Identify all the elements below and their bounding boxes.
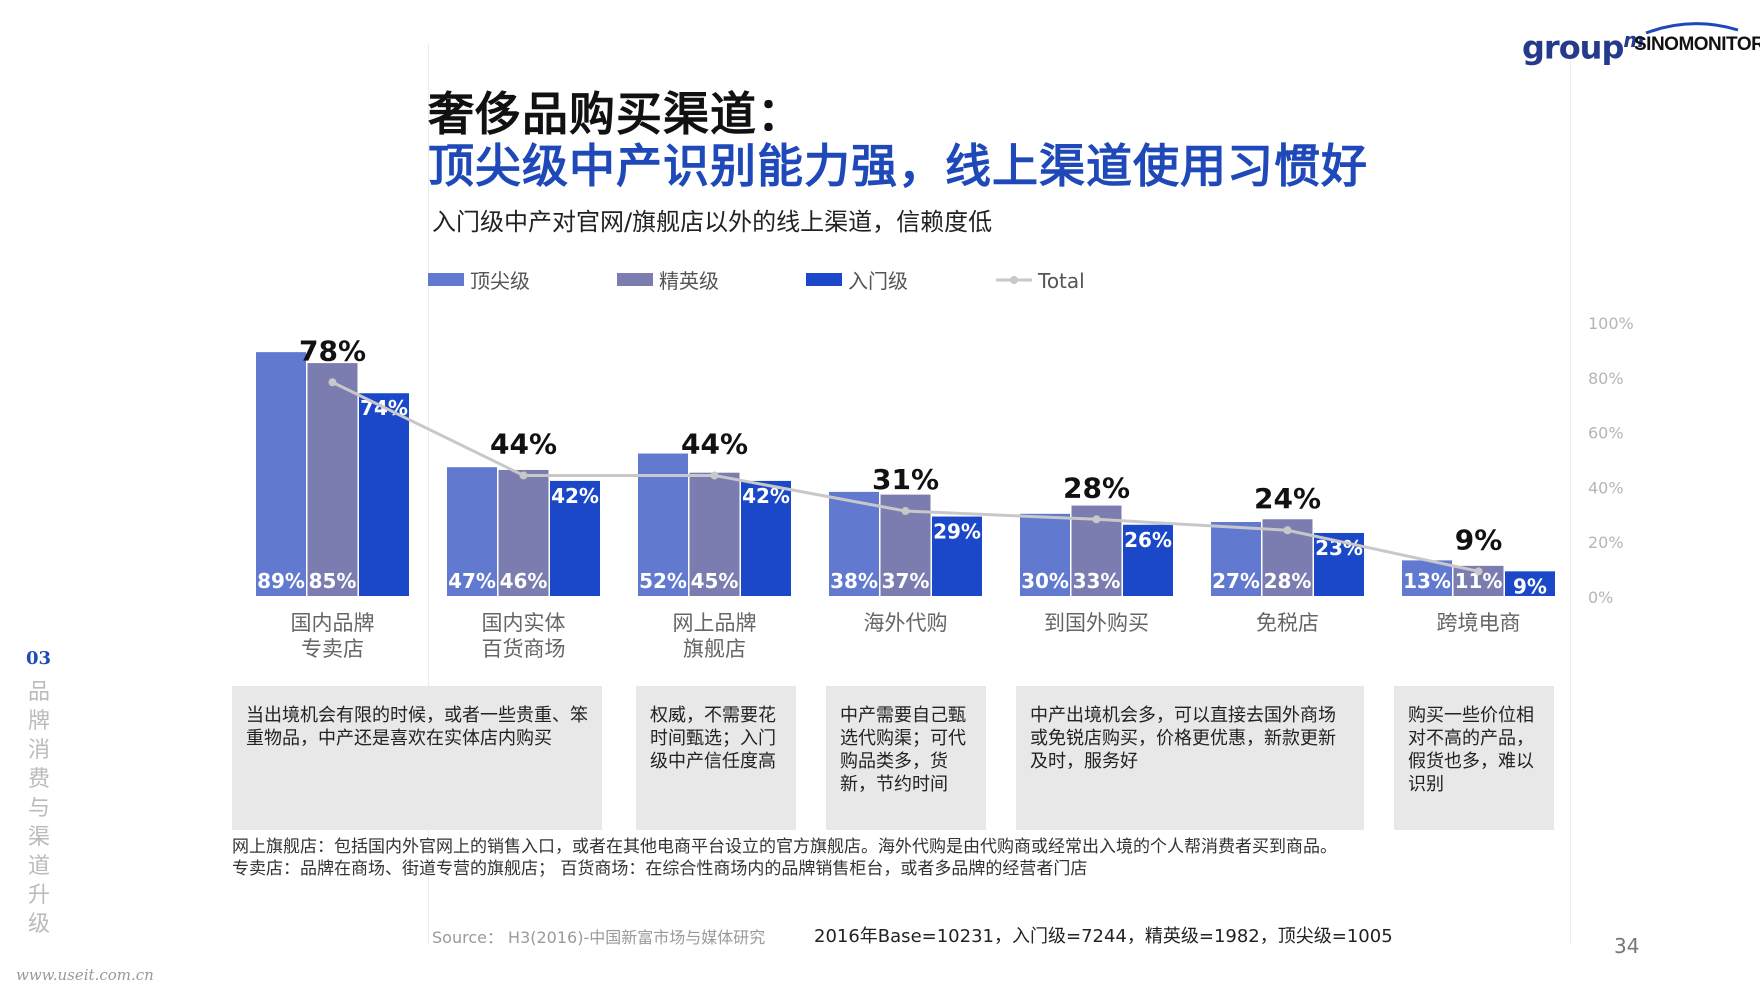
legend-label: 顶尖级 (470, 269, 530, 293)
sinomonitor-logo: SINOMONITOR (1634, 34, 1760, 55)
legend-swatch (428, 273, 464, 286)
total-value-label: 78% (299, 334, 366, 367)
channel-bar-chart: 89% 85%74%47% 46%42%52% 45%42%38% 37%29%30% 3… (256, 269, 1634, 661)
total-value-label: 24% (1254, 482, 1321, 515)
category-label: 网上品牌旗舰店 (673, 611, 757, 661)
bar (689, 472, 740, 596)
legend-swatch (617, 273, 653, 286)
bar-value-label: 9% (1513, 574, 1547, 598)
y-tick-label: 100% (1588, 314, 1634, 333)
legend-label: 精英级 (659, 269, 719, 293)
watermark: www.useit.com.cn (16, 966, 154, 984)
bar (359, 393, 409, 596)
bar (741, 480, 791, 596)
y-tick-label: 0% (1588, 588, 1613, 607)
category-label: 到国外购买 (1044, 611, 1149, 635)
total-point (1283, 526, 1292, 535)
source-note: Source： H3(2016)-中国新富市场与媒体研究 (432, 928, 766, 947)
category-label: 国内品牌专卖店 (291, 611, 375, 661)
bar-value-label: 26% (1124, 528, 1172, 552)
total-point (1092, 515, 1101, 524)
page-number: 34 (1614, 934, 1640, 958)
y-tick-label: 40% (1588, 478, 1624, 497)
bar-value-label: 46% (500, 569, 548, 593)
bar-value-label: 33% (1073, 569, 1121, 593)
bar-value-label: 13% (1403, 569, 1451, 593)
bar-value-label: 42% (551, 484, 599, 508)
bar (498, 469, 549, 596)
y-tick-label: 80% (1588, 369, 1624, 388)
bar-value-label: 38% (830, 569, 878, 593)
bar-value-label: 23% (1315, 536, 1363, 560)
legend-marker (1010, 276, 1018, 284)
bar (447, 467, 497, 596)
bar (256, 352, 306, 596)
total-point (1474, 567, 1483, 576)
explanation-box: 权威，不需要花时间甄选；入门级中产信任度高 (636, 686, 796, 830)
bar (550, 480, 600, 596)
bar-value-label: 30% (1021, 569, 1069, 593)
bar-value-label: 28% (1264, 569, 1312, 593)
legend-label: 入门级 (848, 269, 908, 293)
bar-value-label: 27% (1212, 569, 1260, 593)
sinomonitor-arc-icon (1645, 22, 1739, 34)
explanation-box: 中产出境机会多，可以直接去国外商场或免锐店购买，价格更优惠，新款更新及时，服务好 (1016, 686, 1364, 830)
legend-label: Total (1037, 269, 1085, 293)
bar-value-label: 29% (933, 520, 981, 544)
total-point (519, 471, 528, 480)
total-value-label: 44% (681, 427, 748, 460)
y-tick-label: 20% (1588, 533, 1624, 552)
bar (1123, 524, 1173, 596)
section-number: 03 (26, 648, 52, 669)
groupm-logo: groupm (1522, 28, 1644, 67)
bar (829, 491, 879, 596)
category-label: 国内实体百货商场 (482, 611, 566, 661)
total-value-label: 31% (872, 463, 939, 496)
y-tick-label: 60% (1588, 424, 1624, 443)
total-point (901, 507, 910, 516)
explanation-box: 中产需要自己甄选代购渠；可代购品类多，货新，节约时间 (826, 686, 986, 830)
page-headline: 顶尖级中产识别能力强，线上渠道使用习惯好 (428, 139, 1368, 193)
section-label: 品牌消费与渠道升级 (28, 680, 51, 937)
definition-note: 网上旗舰店：包括国内外官网上的销售入口，或者在其他电商平台设立的官方旗舰店。海外… (232, 837, 1337, 857)
bar (1020, 513, 1070, 596)
bar-value-label: 45% (691, 569, 739, 593)
page-subtitle: 入门级中产对官网/旗舰店以外的线上渠道，信赖度低 (432, 208, 993, 236)
bar (638, 453, 688, 596)
bar-value-label: 89% (257, 569, 305, 593)
total-value-label: 9% (1455, 523, 1503, 556)
definition-note: 专卖店：品牌在商场、街道专营的旗舰店； 百货商场：在综合性商场内的品牌销售柜台，… (232, 859, 1088, 879)
bar (1211, 522, 1261, 596)
bar (307, 363, 358, 596)
guide-line (428, 44, 429, 944)
bar (1402, 560, 1452, 596)
total-value-label: 28% (1063, 471, 1130, 504)
total-point (710, 471, 719, 480)
legend-swatch (806, 273, 842, 286)
bar (1505, 571, 1555, 596)
guide-line (1570, 44, 1571, 944)
total-value-label: 44% (490, 427, 557, 460)
total-point (328, 378, 337, 387)
bar-value-label: 52% (639, 569, 687, 593)
sample-base: 2016年Base=10231，入门级=7244，精英级=1982，顶尖级=10… (814, 926, 1393, 947)
category-label: 跨境电商 (1437, 611, 1521, 635)
bar (932, 516, 982, 596)
category-label: 海外代购 (864, 611, 948, 635)
bar-value-label: 47% (448, 569, 496, 593)
explanation-box: 当出境机会有限的时候，或者一些贵重、笨重物品，中产还是喜欢在实体店内购买 (232, 686, 602, 830)
bar-value-label: 85% (309, 569, 357, 593)
category-label: 免税店 (1256, 611, 1319, 635)
explanation-box: 购买一些价位相对不高的产品，假货也多，难以识别 (1394, 686, 1554, 830)
page-title: 奢侈品购买渠道： (428, 87, 804, 141)
bar-value-label: 37% (882, 569, 930, 593)
